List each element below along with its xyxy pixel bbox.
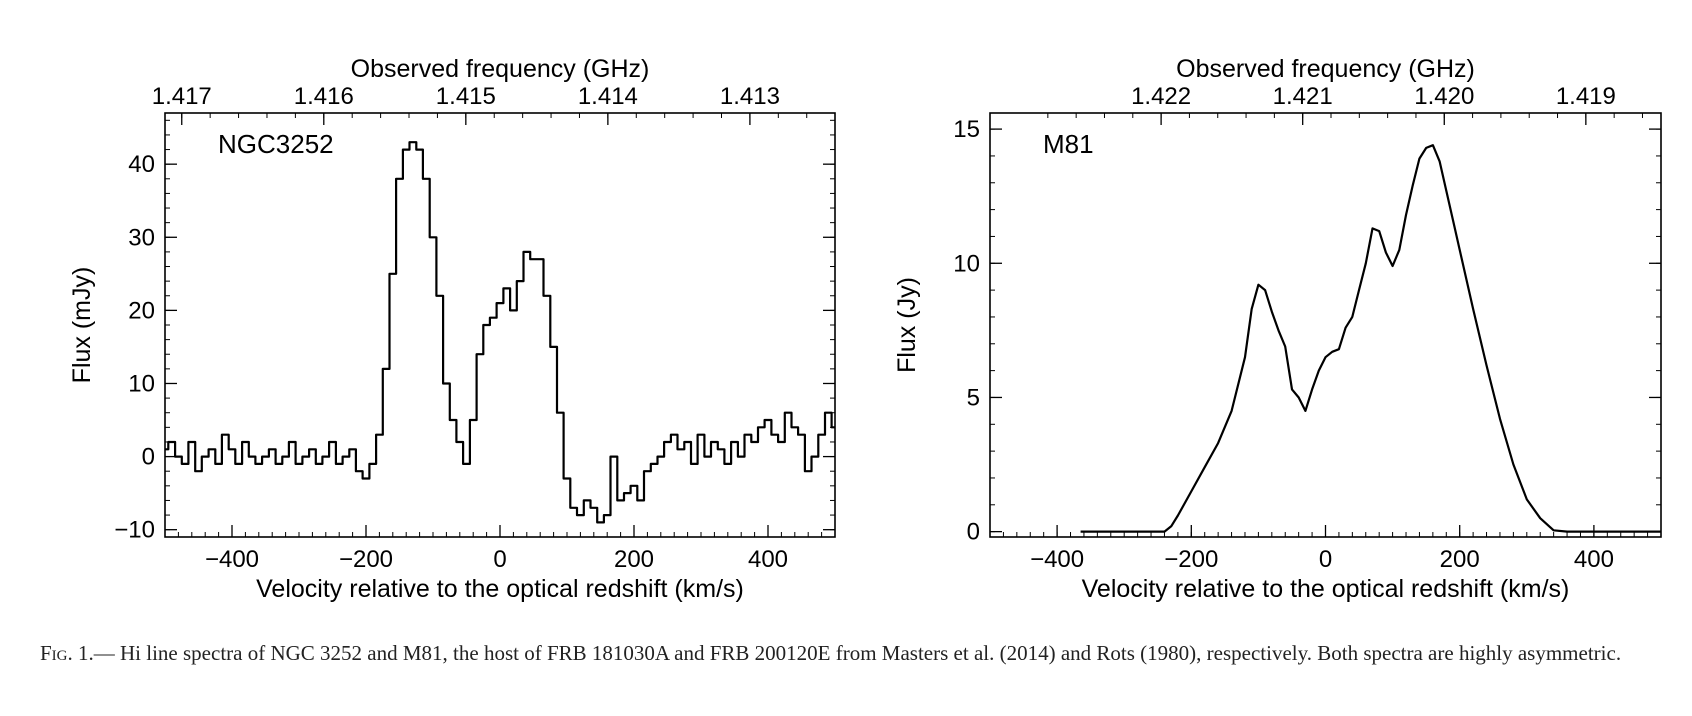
figure-caption: Fig. 1.— Hi line spectra of NGC 3252 and… bbox=[40, 640, 1660, 666]
top-tick-label: 1.421 bbox=[1273, 83, 1333, 110]
x-tick-label: 0 bbox=[1319, 546, 1332, 573]
y-tick-label: 0 bbox=[967, 519, 980, 546]
y-tick-label: 20 bbox=[128, 297, 155, 324]
top-tick-label: 1.422 bbox=[1131, 83, 1191, 110]
x-tick-label: −400 bbox=[1030, 546, 1084, 573]
y-tick-label: 10 bbox=[953, 250, 980, 277]
top-axis-title: Observed frequency (GHz) bbox=[1176, 55, 1475, 83]
y-tick-label: 10 bbox=[128, 370, 155, 397]
top-tick-label: 1.420 bbox=[1414, 83, 1474, 110]
top-axis-title: Observed frequency (GHz) bbox=[351, 55, 650, 83]
y-tick-label: −10 bbox=[114, 517, 155, 544]
spectrum-line bbox=[1080, 144, 1661, 533]
x-tick-label: 400 bbox=[1574, 546, 1614, 573]
top-tick-label: 1.416 bbox=[294, 83, 354, 110]
y-tick-label: 5 bbox=[967, 384, 980, 411]
top-tick-label: 1.419 bbox=[1556, 83, 1616, 110]
spectrum-line bbox=[165, 141, 835, 524]
x-tick-label: 400 bbox=[748, 546, 788, 573]
panel-label: NGC3252 bbox=[218, 129, 334, 159]
m81-panel: −400 −200 0 200 400 0 5 10 15 1.422 1.421 1.420 1.41… bbox=[893, 55, 1662, 603]
x-tick-label: −200 bbox=[1164, 546, 1218, 573]
x-tick-label: 200 bbox=[614, 546, 654, 573]
plot-frame bbox=[989, 112, 1662, 538]
x-tick-label: −200 bbox=[339, 546, 393, 573]
x-axis-title: Velocity relative to the optical redshif… bbox=[1082, 575, 1570, 603]
y-axis-title: Flux (mJy) bbox=[68, 267, 96, 384]
y-axis-title: Flux (Jy) bbox=[893, 277, 921, 373]
x-axis-title: Velocity relative to the optical redshif… bbox=[256, 575, 744, 603]
top-tick-label: 1.413 bbox=[720, 83, 780, 110]
caption-text: Hi line spectra of NGC 3252 and M81, the… bbox=[114, 641, 1622, 665]
panel-label: M81 bbox=[1043, 129, 1094, 159]
x-tick-label: −400 bbox=[205, 546, 259, 573]
y-tick-label: 30 bbox=[128, 224, 155, 251]
x-tick-label: 200 bbox=[1440, 546, 1480, 573]
y-tick-label: 0 bbox=[142, 444, 155, 471]
top-tick-label: 1.414 bbox=[578, 83, 638, 110]
plot-frame bbox=[164, 112, 836, 538]
top-tick-label: 1.417 bbox=[152, 83, 212, 110]
x-tick-label: 0 bbox=[493, 546, 506, 573]
top-tick-label: 1.415 bbox=[436, 83, 496, 110]
ngc3252-panel: −400 −200 0 200 400 −10 0 10 20 30 40 1.417 1.416 1.4… bbox=[68, 55, 836, 603]
y-tick-label: 40 bbox=[128, 151, 155, 178]
figure-label: Fig. 1.— bbox=[40, 641, 115, 665]
y-tick-label: 15 bbox=[953, 116, 980, 143]
